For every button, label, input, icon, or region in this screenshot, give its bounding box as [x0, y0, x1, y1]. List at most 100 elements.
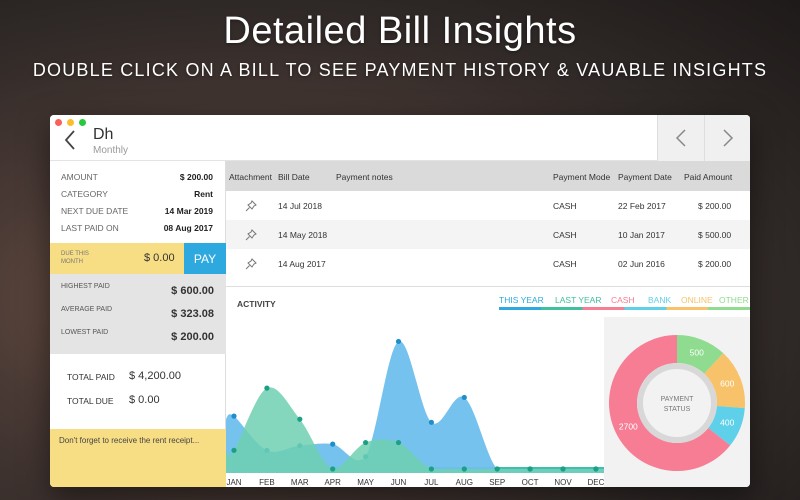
x-tick-label: FEB: [259, 478, 275, 487]
paid-amount-cell: $ 200.00: [698, 259, 732, 269]
x-tick-label: JAN: [226, 478, 241, 487]
payment-mode-cell: CASH: [553, 230, 577, 240]
donut-slice-500[interactable]: [677, 335, 724, 374]
data-point-oct[interactable]: [527, 466, 533, 472]
last-paid-label: LAST PAID ON: [61, 223, 119, 233]
due-this-month-row: DUE THIS MONTH $ 0.00 PAY: [50, 243, 226, 274]
average-paid-value: $ 323.08: [171, 308, 214, 320]
promo-headline: Detailed Bill Insights: [223, 10, 577, 52]
data-point-aug[interactable]: [461, 466, 467, 472]
amount-row: AMOUNT $ 200.00: [61, 172, 213, 182]
window-controls: [55, 119, 86, 126]
close-window-button[interactable]: [55, 119, 62, 126]
average-paid-label: AVERAGE PAID: [61, 306, 113, 313]
area-series-2: [226, 387, 606, 473]
x-tick-label: SEP: [489, 478, 505, 487]
total-paid-value: $ 4,200.00: [129, 370, 181, 382]
due-this-month-value: $ 0.00: [144, 252, 175, 264]
data-point-jan[interactable]: [231, 413, 237, 419]
chevron-left-icon: [64, 130, 75, 150]
donut-slice-label: 400: [720, 418, 734, 428]
donut-slice-600[interactable]: [704, 353, 745, 409]
last-paid-row: LAST PAID ON 08 Aug 2017: [61, 223, 213, 233]
data-point-jul[interactable]: [428, 466, 434, 472]
pay-button[interactable]: PAY: [184, 243, 226, 274]
data-point-jun[interactable]: [395, 338, 402, 345]
category-label: CATEGORY: [61, 189, 108, 199]
donut-slice-400[interactable]: [708, 405, 745, 446]
column-header-payment-mode[interactable]: Payment Mode: [553, 172, 611, 182]
zoom-window-button[interactable]: [79, 119, 86, 126]
total-due-label: TOTAL DUE: [67, 396, 114, 406]
data-point-jan[interactable]: [231, 447, 237, 453]
payment-date-cell: 10 Jan 2017: [618, 230, 665, 240]
tab-this-year[interactable]: THIS YEAR: [499, 295, 544, 305]
data-point-jul[interactable]: [428, 419, 434, 425]
data-point-sep[interactable]: [494, 466, 500, 472]
total-paid-label: TOTAL PAID: [67, 372, 115, 382]
tab-cash[interactable]: CASH: [611, 295, 635, 305]
column-header-payment-date[interactable]: Payment Date: [618, 172, 672, 182]
table-row[interactable]: 14 Jul 2018 CASH 22 Feb 2017 $ 200.00: [226, 191, 750, 220]
category-value: Rent: [194, 189, 213, 199]
payment-mode-cell: CASH: [553, 259, 577, 269]
pin-icon[interactable]: [245, 228, 257, 241]
donut-slice-2700[interactable]: [609, 335, 731, 471]
data-point-aug[interactable]: [461, 394, 467, 401]
activity-title: ACTIVITY: [237, 299, 276, 309]
activity-panel: ACTIVITY THIS YEAR LAST YEAR CASH BANK O…: [226, 286, 750, 487]
minimize-window-button[interactable]: [67, 119, 74, 126]
next-due-row: NEXT DUE DATE 14 Mar 2019: [61, 206, 213, 216]
lowest-paid-label: LOWEST PAID: [61, 329, 109, 336]
paid-amount-cell: $ 500.00: [698, 230, 732, 240]
payment-status-donut-chart: 500 600 400 2700 PAYMENT STATUS: [604, 317, 750, 487]
highest-paid-label: HIGHEST PAID: [61, 283, 110, 290]
back-button[interactable]: [62, 129, 78, 151]
table-row[interactable]: 14 Aug 2017 CASH 02 Jun 2016 $ 200.00: [226, 249, 750, 278]
data-point-apr[interactable]: [330, 466, 336, 472]
amount-value: $ 200.00: [179, 172, 213, 182]
x-tick-label: AUG: [456, 478, 473, 487]
data-point-may[interactable]: [363, 439, 369, 446]
highest-paid-value: $ 600.00: [171, 285, 214, 297]
bill-note[interactable]: Don't forget to receive the rent receipt…: [50, 429, 226, 487]
total-due-value: $ 0.00: [129, 394, 160, 406]
last-paid-value: 08 Aug 2017: [163, 223, 213, 233]
previous-bill-button[interactable]: [657, 115, 704, 161]
next-bill-button[interactable]: [704, 115, 750, 161]
table-row[interactable]: 14 May 2018 CASH 10 Jan 2017 $ 500.00: [226, 220, 750, 249]
payment-history-table: Attachment Bill Date Payment notes Payme…: [226, 161, 750, 286]
chevron-left-icon: [675, 129, 686, 147]
next-due-value: 14 Mar 2019: [164, 206, 213, 216]
tab-other[interactable]: OTHER: [719, 295, 749, 305]
pin-icon[interactable]: [245, 257, 257, 270]
data-point-feb[interactable]: [264, 385, 270, 391]
data-point-jun[interactable]: [395, 439, 402, 446]
tab-online[interactable]: ONLINE: [681, 295, 713, 305]
data-point-mar[interactable]: [297, 416, 303, 422]
tab-bank[interactable]: BANK: [648, 295, 672, 305]
payment-mode-cell: CASH: [553, 201, 577, 211]
payment-stats: HIGHEST PAID $ 600.00 AVERAGE PAID $ 323…: [50, 274, 226, 354]
bill-details-panel: AMOUNT $ 200.00 CATEGORY Rent NEXT DUE D…: [50, 161, 226, 487]
due-this-month-label: DUE THIS MONTH: [61, 251, 89, 265]
column-header-paid-amount[interactable]: Paid Amount: [684, 172, 733, 182]
column-header-payment-notes[interactable]: Payment notes: [336, 172, 393, 182]
bill-frequency: Monthly: [93, 145, 129, 156]
donut-slice-label: 500: [690, 348, 704, 358]
data-point-dec[interactable]: [593, 466, 599, 472]
column-header-bill-date[interactable]: Bill Date: [278, 172, 310, 182]
x-tick-label: JUL: [424, 478, 439, 487]
tab-last-year[interactable]: LAST YEAR: [555, 295, 602, 305]
area-series-1: [226, 341, 606, 473]
lowest-paid-value: $ 200.00: [171, 331, 214, 343]
data-point-nov[interactable]: [560, 466, 566, 472]
category-row: CATEGORY Rent: [61, 189, 213, 199]
amount-label: AMOUNT: [61, 172, 98, 182]
column-header-attachment[interactable]: Attachment: [229, 172, 272, 182]
tab-underline: [499, 307, 750, 310]
title-bar: Dh Monthly: [50, 115, 750, 161]
data-point-apr[interactable]: [330, 441, 336, 447]
pin-icon[interactable]: [245, 199, 257, 212]
x-tick-label: APR: [324, 478, 341, 487]
